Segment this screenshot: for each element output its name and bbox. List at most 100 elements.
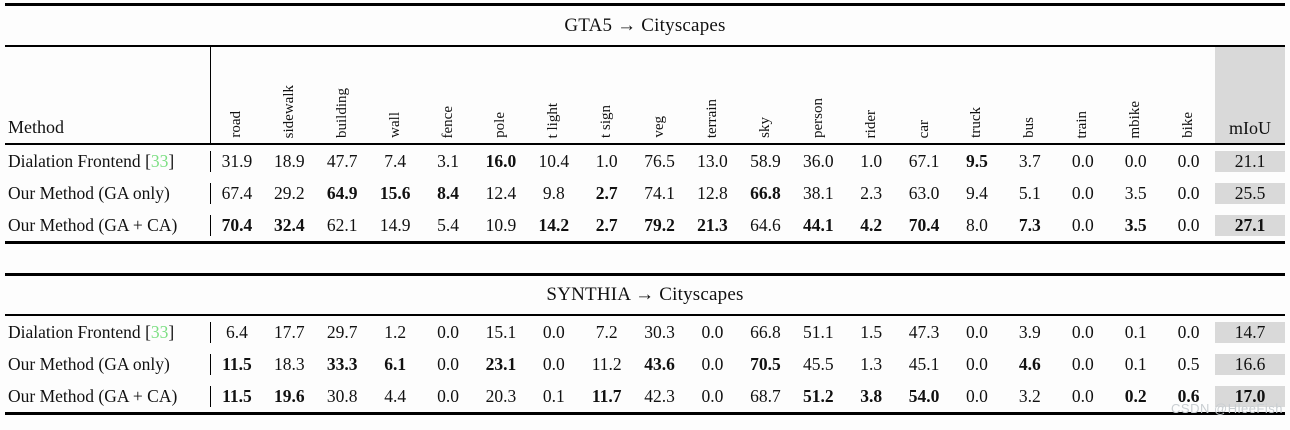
cell-truck: 9.4 [966, 182, 988, 203]
cell-sky: 68.7 [750, 385, 781, 406]
cell-pole: 15.1 [485, 321, 517, 342]
cell-sidewalk: 19.6 [274, 385, 305, 406]
cell-veg: 42.3 [644, 385, 675, 406]
cell-road: 11.5 [210, 385, 263, 407]
table-row: Our Method (GA only) 67.4 29.2 64.9 15.6 8.4 1… [5, 177, 1285, 209]
column-header-label: bus [1021, 117, 1038, 138]
cell-person: 38.1 [802, 182, 834, 203]
cell-person: 36.0 [802, 150, 834, 171]
table-row: Our Method (GA + CA) 70.4 32.4 62.1 14.9 5.4 1… [5, 209, 1285, 241]
gta5-table: GTA5 → Cityscapes Method road sidewalk bui… [5, 3, 1285, 244]
cell-person: 51.2 [802, 385, 834, 406]
cell-car: 54.0 [908, 385, 940, 406]
cell-veg: 43.6 [644, 353, 675, 374]
cell-terrain: 0.0 [701, 385, 724, 406]
column-header-label: fence [439, 105, 456, 138]
gta5-title: GTA5 → Cityscapes [564, 14, 726, 36]
cell-bus: 7.3 [1018, 214, 1041, 235]
cell-t-light: 0.1 [542, 385, 565, 406]
cell-sidewalk: 18.9 [274, 150, 305, 171]
column-header-label: truck [968, 107, 985, 138]
column-header-label: wall [386, 112, 403, 138]
gta5-bottom-rule [5, 241, 1285, 244]
method-name: Our Method (GA only) [8, 353, 170, 374]
column-header-label: sky [756, 117, 773, 138]
cell-terrain: 0.0 [701, 353, 724, 374]
cell-person: 44.1 [802, 214, 834, 235]
miou-cell: 25.5 [1215, 182, 1285, 204]
gta5-table-rows: Dialation Frontend [33] 31.9 18.9 47.7 7.4 3.… [5, 145, 1285, 241]
cell-t-sign: 2.7 [595, 214, 618, 235]
miou-column-header: mIoU [1215, 47, 1285, 143]
cell-rider: 1.0 [860, 150, 883, 171]
cell-pole: 20.3 [485, 385, 517, 406]
synthia-bottom-rule [5, 412, 1285, 415]
cell-truck: 0.0 [966, 353, 988, 374]
cell-train: 0.0 [1071, 214, 1094, 235]
miou-cell: 14.7 [1215, 321, 1285, 343]
method-column-header: Method [8, 117, 64, 137]
cell-wall: 15.6 [379, 182, 411, 203]
cell-mbike: 0.1 [1124, 353, 1147, 374]
synthia-table: SYNTHIA → Cityscapes Dialation Frontend … [5, 273, 1285, 415]
cell-pole: 10.9 [485, 214, 517, 235]
column-header-wall: wall [369, 47, 422, 143]
column-header-label: mbike [1127, 100, 1144, 139]
miou-cell: 21.1 [1215, 150, 1285, 172]
cell-t-light: 10.4 [538, 150, 570, 171]
method-name: Our Method (GA only) [8, 182, 170, 203]
column-header-label: person [809, 98, 826, 138]
column-header-train: train [1056, 47, 1109, 143]
cell-terrain: 13.0 [697, 150, 728, 171]
column-header-person: person [792, 47, 845, 143]
cell-t-sign: 7.2 [595, 321, 618, 342]
cell-train: 0.0 [1071, 385, 1094, 406]
cell-t-sign: 2.7 [595, 182, 618, 203]
watermark: CSDN @HleeFish [1171, 401, 1283, 416]
cell-terrain: 12.8 [697, 182, 728, 203]
method-cell: Our Method (GA only) [5, 354, 210, 375]
cell-t-sign: 1.0 [595, 150, 618, 171]
cell-building: 30.8 [326, 385, 358, 406]
cell-car: 63.0 [908, 182, 940, 203]
column-header-bus: bus [1003, 47, 1056, 143]
synthia-title: SYNTHIA → Cityscapes [546, 284, 744, 305]
cell-sidewalk: 32.4 [274, 214, 305, 235]
column-header-label: building [333, 87, 350, 138]
cell-bike: 0.0 [1177, 214, 1200, 235]
method-name: Dialation Frontend [8, 321, 141, 342]
cell-wall: 14.9 [379, 214, 411, 235]
method-name: Our Method (GA + CA) [8, 385, 178, 406]
method-name: Our Method (GA + CA) [8, 214, 178, 235]
citation-ref: 33 [150, 321, 169, 342]
table-row: Dialation Frontend [33] 31.9 18.9 47.7 7.4 3.… [5, 145, 1285, 177]
cell-road: 70.4 [210, 214, 263, 236]
table-gap [0, 244, 1290, 273]
cell-pole: 16.0 [485, 150, 517, 171]
cell-building: 62.1 [326, 214, 358, 235]
cell-train: 0.0 [1071, 353, 1094, 374]
cell-train: 0.0 [1071, 182, 1094, 203]
cell-t-sign: 11.2 [591, 353, 622, 374]
cell-bus: 3.7 [1018, 150, 1041, 171]
cell-sidewalk: 18.3 [274, 353, 305, 374]
cell-sidewalk: 29.2 [274, 182, 305, 203]
cell-truck: 9.5 [966, 150, 988, 171]
cell-veg: 76.5 [644, 150, 675, 171]
column-header-t-light: t light [527, 47, 580, 143]
column-header-label: veg [651, 116, 668, 138]
cell-bike: 0.0 [1177, 321, 1200, 342]
synthia-title-rule [5, 314, 1285, 316]
column-header-label: sidewalk [280, 84, 297, 138]
cell-car: 45.1 [908, 353, 940, 374]
cell-bike: 0.5 [1177, 353, 1200, 374]
cell-building: 33.3 [326, 353, 358, 374]
cell-building: 47.7 [326, 150, 358, 171]
cell-rider: 1.5 [860, 321, 883, 342]
cell-car: 70.4 [908, 214, 940, 235]
cell-veg: 74.1 [644, 182, 675, 203]
cell-wall: 6.1 [384, 353, 407, 374]
cell-truck: 0.0 [966, 385, 988, 406]
cell-sky: 64.6 [750, 214, 781, 235]
